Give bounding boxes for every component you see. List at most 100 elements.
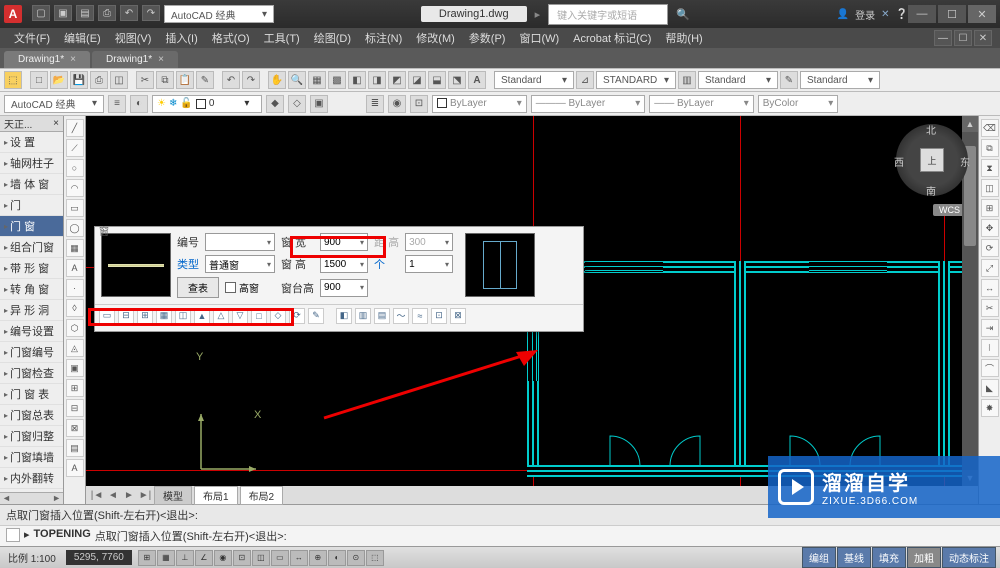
input-bianhao[interactable]: ▾	[205, 233, 275, 251]
qat-undo-icon[interactable]: ↶	[120, 5, 138, 21]
dim-style-combo[interactable]: STANDARD▾	[596, 71, 676, 89]
layer-tool-icon[interactable]: ▣	[310, 95, 328, 113]
menu-window[interactable]: 窗口(W)	[513, 28, 565, 48]
status-btn[interactable]: ◉	[214, 550, 232, 566]
input-type[interactable]: 普通窗▾	[205, 255, 275, 273]
sidebar-item[interactable]: 轴网柱子	[0, 153, 63, 174]
sidebar-item[interactable]: 转 角 窗	[0, 279, 63, 300]
rotate-icon[interactable]: ⟳	[981, 239, 999, 257]
user-icon[interactable]: 👤	[837, 9, 849, 20]
input-height[interactable]: 1500▾	[320, 255, 368, 273]
doc-close-icon[interactable]: ✕	[974, 30, 992, 46]
tool-icon[interactable]: ⊟	[66, 399, 84, 417]
menu-draw[interactable]: 绘图(D)	[308, 28, 357, 48]
viewcube-top[interactable]: 上	[920, 148, 944, 172]
tool-icon[interactable]: ◊	[66, 299, 84, 317]
tool-icon[interactable]: ◪	[408, 71, 426, 89]
layout-tab[interactable]: 布局2	[240, 486, 284, 505]
qat-print-icon[interactable]: ⎙	[98, 5, 116, 21]
dlg-tool-icon[interactable]: ▤	[374, 308, 390, 324]
tool-icon[interactable]: ⬚	[4, 71, 22, 89]
qat-new-icon[interactable]: ▢	[32, 5, 50, 21]
lookup-button[interactable]: 查表	[177, 277, 219, 298]
sidebar-item[interactable]: 内外翻转	[0, 468, 63, 489]
color-combo[interactable]: ByLayer▾	[432, 95, 527, 113]
dlg-tool-icon[interactable]: ◫	[175, 308, 191, 324]
layer-icon[interactable]: ≡	[108, 95, 126, 113]
tool-icon[interactable]: ◧	[348, 71, 366, 89]
dlg-tool-icon[interactable]: ⊟	[118, 308, 134, 324]
table-style-combo[interactable]: Standard▾	[698, 71, 778, 89]
style-icon[interactable]: ✎	[780, 71, 798, 89]
high-window-checkbox[interactable]: 高窗	[225, 280, 259, 295]
offset-icon[interactable]: ◫	[981, 179, 999, 197]
menu-insert[interactable]: 插入(I)	[159, 28, 203, 48]
point-icon[interactable]: ·	[66, 279, 84, 297]
status-btn[interactable]: ∠	[195, 550, 213, 566]
dlg-tool-icon[interactable]: ◧	[336, 308, 352, 324]
dlg-tool-icon[interactable]: ▥	[355, 308, 371, 324]
layout-tab-model[interactable]: 模型	[154, 486, 192, 505]
ml-style-combo[interactable]: Standard▾	[800, 71, 880, 89]
status-btn[interactable]: ↔	[290, 550, 308, 566]
minimize-button[interactable]: —	[908, 5, 936, 23]
pan-icon[interactable]: ✋	[268, 71, 286, 89]
input-sill[interactable]: 900▾	[320, 279, 368, 297]
status-toggle[interactable]: 基线	[837, 547, 871, 568]
dlg-tool-icon[interactable]: ⊞	[137, 308, 153, 324]
sidebar-item[interactable]: 编号设置	[0, 321, 63, 342]
input-kuan[interactable]: 900▾	[320, 233, 368, 251]
status-btn[interactable]: ⊕	[309, 550, 327, 566]
dlg-tool-icon[interactable]: ✎	[308, 308, 324, 324]
input-count[interactable]: 1▾	[405, 255, 453, 273]
doc-tab[interactable]: Drawing1*×	[4, 51, 90, 68]
menu-acrobat[interactable]: Acrobat 标记(C)	[567, 28, 657, 48]
prop-icon[interactable]: ◉	[388, 95, 406, 113]
status-btn[interactable]: ◐	[328, 550, 346, 566]
status-btn[interactable]: ▦	[157, 550, 175, 566]
qat-open-icon[interactable]: ▣	[54, 5, 72, 21]
polyline-icon[interactable]: ⟋	[66, 139, 84, 157]
sidebar-item[interactable]: 异 形 洞	[0, 300, 63, 321]
view-cube[interactable]: 上 北 南 东 西	[896, 124, 968, 196]
text-icon[interactable]: A	[66, 259, 84, 277]
layer-tool-icon[interactable]: ◇	[288, 95, 306, 113]
explode-icon[interactable]: ✸	[981, 399, 999, 417]
chamfer-icon[interactable]: ◣	[981, 379, 999, 397]
status-toggle[interactable]: 动态标注	[942, 547, 996, 568]
redo-icon[interactable]: ↷	[242, 71, 260, 89]
tab-nav-next[interactable]: ►	[122, 490, 136, 501]
text-style-combo[interactable]: Standard▾	[494, 71, 574, 89]
sidebar-item[interactable]: 带 形 窗	[0, 258, 63, 279]
menu-param[interactable]: 参数(P)	[463, 28, 512, 48]
input-gao[interactable]: 300▾	[405, 233, 453, 251]
extend-icon[interactable]: ⇥	[981, 319, 999, 337]
sidebar-item[interactable]: 墙 体 窗	[0, 174, 63, 195]
dlg-tool-icon[interactable]: ⟳	[289, 308, 305, 324]
tool-icon[interactable]: ⬡	[66, 319, 84, 337]
tool-icon[interactable]: ▩	[328, 71, 346, 89]
qat-redo-icon[interactable]: ↷	[142, 5, 160, 21]
status-btn[interactable]: ▭	[271, 550, 289, 566]
paste-icon[interactable]: 📋	[176, 71, 194, 89]
search-icon[interactable]: 🔍	[676, 8, 690, 21]
status-btn[interactable]: ⊞	[138, 550, 156, 566]
stretch-icon[interactable]: ↔	[981, 279, 999, 297]
prop-icon[interactable]: ⊡	[410, 95, 428, 113]
menu-edit[interactable]: 编辑(E)	[58, 28, 107, 48]
lineweight-combo[interactable]: —— ByLayer▾	[649, 95, 754, 113]
tab-nav-prev[interactable]: ◄	[106, 490, 120, 501]
arc-icon[interactable]: ◠	[66, 179, 84, 197]
array-icon[interactable]: ⊞	[981, 199, 999, 217]
command-input[interactable]: ▸ TOPENING 点取门窗插入位置(Shift-左右开)<退出>:	[0, 526, 1000, 546]
sidebar-item[interactable]: 门 窗	[0, 216, 63, 237]
sidebar-item[interactable]: 设 置	[0, 132, 63, 153]
close-icon[interactable]: ×	[53, 118, 59, 129]
scale-label[interactable]: 比例 1:100	[4, 550, 60, 565]
mirror-icon[interactable]: ⧗	[981, 159, 999, 177]
layout-tab[interactable]: 布局1	[194, 486, 238, 505]
copy-icon[interactable]: ⧉	[156, 71, 174, 89]
workspace-combo2[interactable]: AutoCAD 经典▾	[4, 95, 104, 113]
status-btn[interactable]: ⊙	[347, 550, 365, 566]
dlg-tool-icon[interactable]: ≈	[412, 308, 428, 324]
